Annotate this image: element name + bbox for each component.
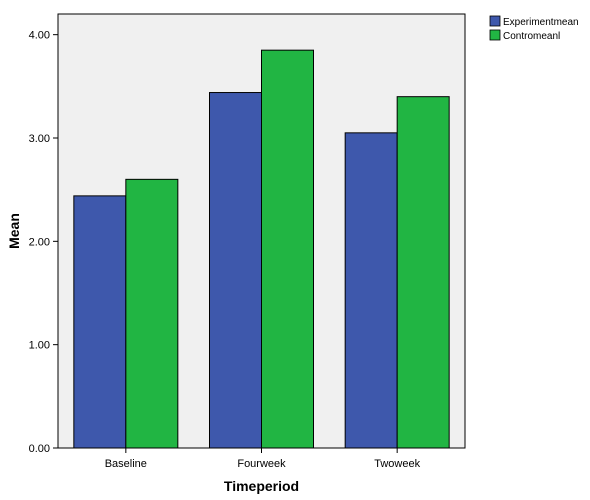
bar-contromeanl-twoweek bbox=[396, 96, 450, 449]
bar-experimentmean-twoweek bbox=[344, 132, 398, 449]
legend-swatch-experimentmean bbox=[489, 15, 501, 27]
legend-label: Contromeanl bbox=[503, 31, 560, 42]
x-tick-label: Twoweek bbox=[374, 458, 420, 470]
bar-experimentmean-baseline bbox=[73, 195, 127, 449]
x-tick-label: Baseline bbox=[105, 458, 147, 470]
legend: Experimentmean Contromeanl bbox=[489, 15, 579, 42]
x-axis-title: Timeperiod bbox=[224, 478, 299, 494]
y-tick-label: 2.00 bbox=[29, 236, 50, 248]
y-axis-title: Mean bbox=[6, 213, 22, 249]
y-tick-label: 1.00 bbox=[29, 340, 50, 352]
legend-swatch-contromeanl bbox=[489, 29, 501, 41]
x-ticks: Baseline Fourweek Twoweek bbox=[105, 448, 421, 470]
bar-contromeanl-fourweek bbox=[261, 49, 314, 449]
bar-experimentmean-fourweek bbox=[209, 92, 262, 449]
y-ticks: 0.00 1.00 2.00 3.00 4.00 bbox=[29, 30, 58, 455]
bars-layer bbox=[73, 49, 450, 449]
x-tick-label: Fourweek bbox=[237, 458, 286, 470]
bar-contromeanl-baseline bbox=[125, 178, 179, 449]
y-tick-label: 4.00 bbox=[29, 30, 50, 42]
y-tick-label: 3.00 bbox=[29, 133, 50, 145]
y-tick-label: 0.00 bbox=[29, 443, 50, 455]
legend-label: Experimentmean bbox=[503, 17, 579, 28]
